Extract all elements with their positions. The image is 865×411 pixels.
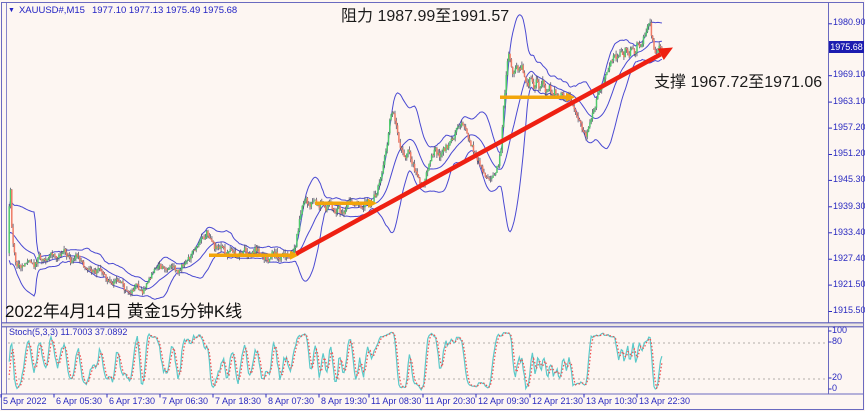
price-tick: 1915.50 <box>833 305 865 315</box>
time-tick: 8 Apr 07:30 <box>268 396 315 406</box>
price-tick: 1969.10 <box>833 69 865 79</box>
stochastic-lines <box>8 331 663 391</box>
stoch-level-lines <box>8 342 828 380</box>
bollinger-bands <box>8 14 663 300</box>
ohlc-values: 1977.10 1977.13 1975.49 1975.68 <box>91 5 238 16</box>
time-tick: 11 Apr 08:30 <box>371 396 422 406</box>
time-tick: 12 Apr 21:30 <box>532 396 584 406</box>
current-price-tag: 1975.68 <box>829 41 864 53</box>
support-annotation[interactable]: 支撑 1967.72至1971.06 <box>654 74 823 91</box>
price-tick: 1957.20 <box>833 122 865 132</box>
symbol-dropdown-icon[interactable]: ▼ <box>8 7 15 14</box>
candles <box>8 18 663 297</box>
symbol-bar: ▼ XAUUSD#,M15 1977.10 1977.13 1975.49 1975… <box>8 5 238 16</box>
price-tick: 1951.20 <box>833 148 865 158</box>
time-tick: 6 Apr 05:30 <box>56 396 103 406</box>
stoch-scale-tick: 20 <box>832 372 843 382</box>
time-tick: 5 Apr 2022 <box>3 396 47 406</box>
price-tick: 1980.90 <box>833 17 865 27</box>
time-tick: 7 Apr 06:30 <box>162 396 209 406</box>
symbol-timeframe-label: XAUUSD#,M15 <box>18 5 85 16</box>
price-tick: 1963.10 <box>833 96 865 106</box>
stoch-scale-tick: 100 <box>832 325 848 335</box>
horizontal-support-arrows <box>209 92 575 260</box>
date-annotation[interactable]: 2022年4月14日 黄金15分钟K线 <box>5 302 243 321</box>
axis-ticks <box>0 23 832 398</box>
time-tick: 11 Apr 20:30 <box>425 396 476 406</box>
price-tick: 1945.30 <box>833 174 865 184</box>
time-tick: 13 Apr 10:30 <box>586 396 638 406</box>
time-tick: 8 Apr 19:30 <box>321 396 368 406</box>
time-tick: 6 Apr 17:30 <box>109 396 156 406</box>
time-tick: 7 Apr 18:30 <box>215 396 262 406</box>
trend-arrow <box>294 47 673 256</box>
resistance-annotation[interactable]: 阻力 1987.99至1991.57 <box>341 8 510 25</box>
price-tick: 1921.50 <box>833 279 865 289</box>
stochastic-indicator-label: Stoch(5,3,3) 11.7003 37.0892 <box>9 327 128 337</box>
price-tick: 1933.40 <box>833 227 865 237</box>
time-tick: 13 Apr 22:30 <box>639 396 691 406</box>
price-tick: 1939.30 <box>833 201 865 211</box>
stoch-scale-tick: 80 <box>832 336 843 346</box>
time-tick: 12 Apr 09:30 <box>478 396 530 406</box>
price-tick: 1927.40 <box>833 253 865 263</box>
panel-splitter[interactable] <box>2 322 863 328</box>
stoch-scale-tick: 0 <box>832 383 838 393</box>
